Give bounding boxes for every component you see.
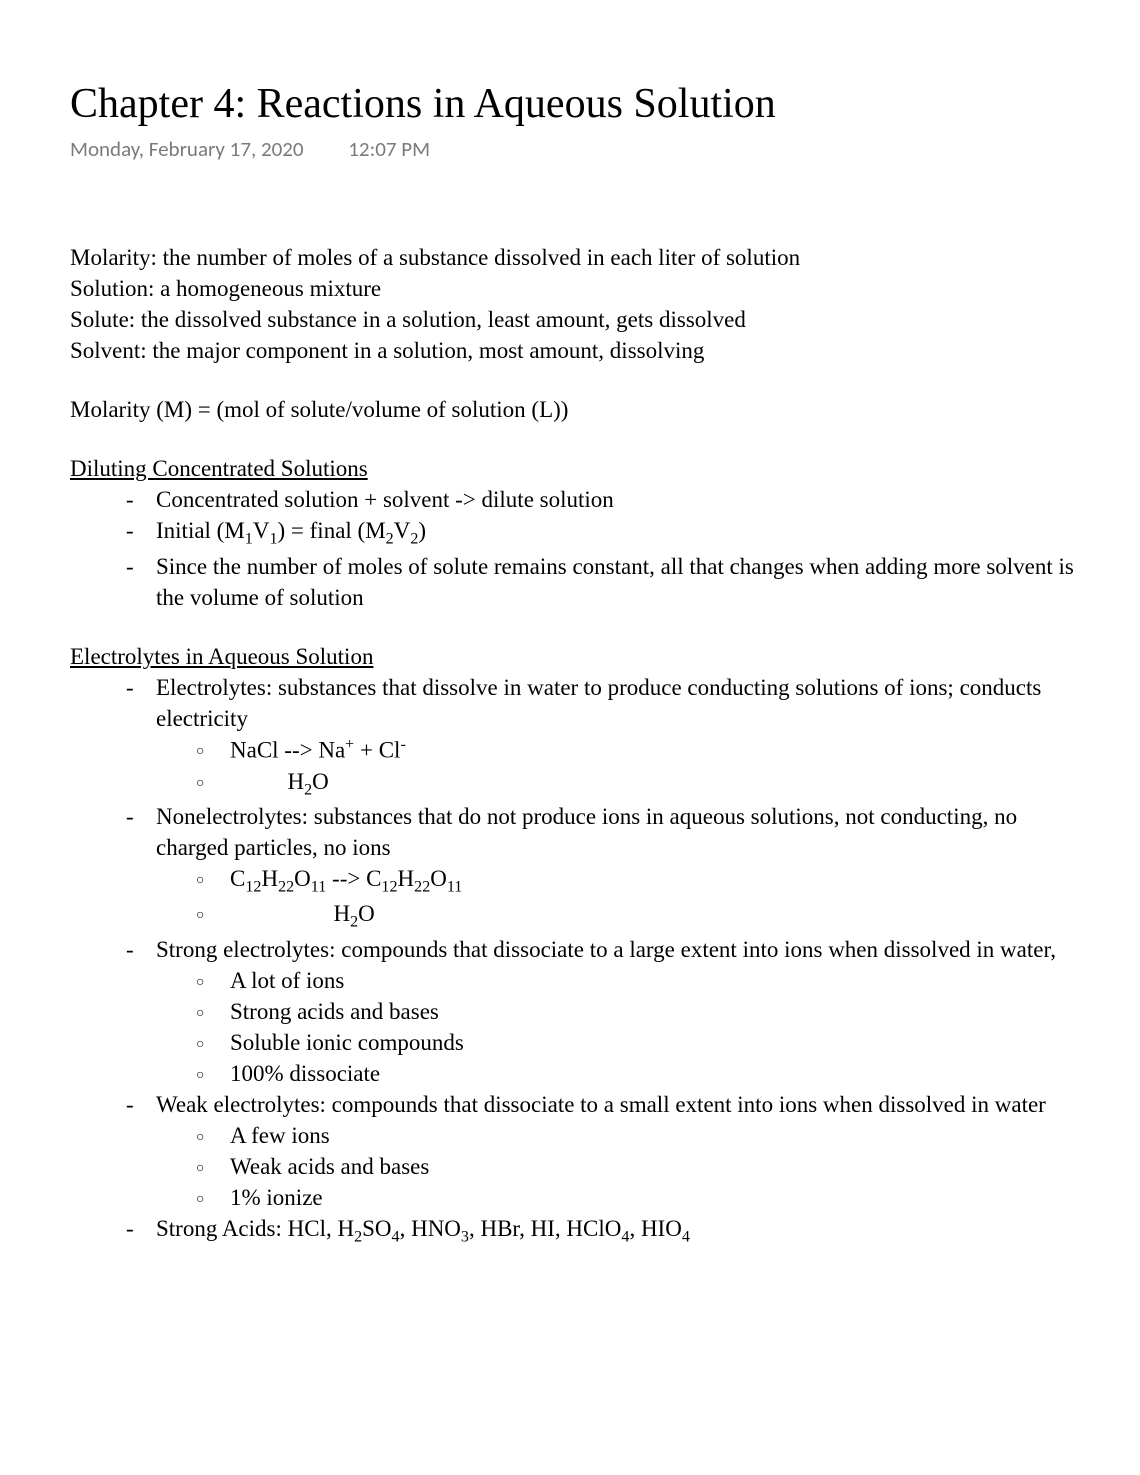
- subscript: 22: [278, 879, 294, 896]
- list-item: 100% dissociate: [196, 1058, 1080, 1089]
- molarity-formula: Molarity (M) = (mol of solute/volume of …: [70, 394, 1080, 425]
- subscript: 2: [354, 1229, 362, 1246]
- subscript: 3: [461, 1229, 469, 1246]
- def-solvent: Solvent: the major component in a soluti…: [70, 335, 1080, 366]
- page-title: Chapter 4: Reactions in Aqueous Solution: [70, 80, 1080, 128]
- text-fragment: --> C: [326, 866, 381, 891]
- superscript: -: [400, 736, 405, 753]
- subscript: 2: [304, 781, 312, 798]
- subscript: 2: [386, 531, 394, 548]
- document-page: Chapter 4: Reactions in Aqueous Solution…: [0, 0, 1140, 1288]
- list-item: H2O: [196, 898, 1080, 933]
- text-fragment: Weak electrolytes: compounds that dissoc…: [156, 1092, 1046, 1117]
- diluting-list: Concentrated solution + solvent -> dilut…: [70, 484, 1080, 612]
- list-item: Initial (M1V1) = final (M2V2): [126, 515, 1080, 550]
- list-item: NaCl --> Na+ + Cl-: [196, 734, 1080, 766]
- subscript: 2: [350, 914, 358, 931]
- text-fragment: O: [430, 866, 447, 891]
- list-item: Strong electrolytes: compounds that diss…: [126, 934, 1080, 1089]
- sub-list: A lot of ions Strong acids and bases Sol…: [156, 965, 1080, 1089]
- def-molarity: Molarity: the number of moles of a subst…: [70, 242, 1080, 273]
- sub-list: C12H22O11 --> C12H22O11 H2O: [156, 863, 1080, 934]
- text-fragment: + Cl: [354, 738, 400, 763]
- text-fragment: Strong Acids: HCl, H: [156, 1216, 354, 1241]
- text-fragment: , HNO: [400, 1216, 461, 1241]
- list-item: A lot of ions: [196, 965, 1080, 996]
- page-meta: Monday, February 17, 2020 12:07 PM: [70, 136, 1080, 162]
- time-text: 12:07 PM: [348, 136, 430, 162]
- text-fragment: Initial (M: [156, 518, 245, 543]
- text-fragment: C: [230, 866, 245, 891]
- list-item: H2O: [196, 766, 1080, 801]
- text-fragment: H: [230, 898, 350, 929]
- text-fragment: NaCl --> Na: [230, 738, 345, 763]
- list-item: C12H22O11 --> C12H22O11: [196, 863, 1080, 898]
- text-fragment: Strong electrolytes: compounds that diss…: [156, 937, 1056, 962]
- list-item: A few ions: [196, 1120, 1080, 1151]
- subscript: 22: [414, 879, 430, 896]
- def-solute: Solute: the dissolved substance in a sol…: [70, 304, 1080, 335]
- superscript: +: [345, 736, 354, 753]
- text-fragment: O: [358, 901, 375, 926]
- date-text: Monday, February 17, 2020: [70, 136, 304, 162]
- text-fragment: V: [394, 518, 411, 543]
- list-item: Weak electrolytes: compounds that dissoc…: [126, 1089, 1080, 1213]
- list-item: Strong Acids: HCl, H2SO4, HNO3, HBr, HI,…: [126, 1213, 1080, 1248]
- list-item: Since the number of moles of solute rema…: [126, 551, 1080, 613]
- subscript: 4: [682, 1229, 690, 1246]
- text-fragment: O: [312, 769, 329, 794]
- text-fragment: V: [253, 518, 270, 543]
- text-fragment: H: [230, 766, 304, 797]
- electrolytes-list: Electrolytes: substances that dissolve i…: [70, 672, 1080, 1249]
- sub-list: A few ions Weak acids and bases 1% ioniz…: [156, 1120, 1080, 1213]
- sub-list: NaCl --> Na+ + Cl- H2O: [156, 734, 1080, 801]
- text-fragment: Nonelectrolytes: substances that do not …: [156, 804, 1017, 860]
- text-fragment: , HBr, HI, HClO: [469, 1216, 621, 1241]
- list-item: Weak acids and bases: [196, 1151, 1080, 1182]
- text-fragment: SO: [362, 1216, 391, 1241]
- list-item: Electrolytes: substances that dissolve i…: [126, 672, 1080, 801]
- text-fragment: Electrolytes: substances that dissolve i…: [156, 675, 1041, 731]
- text-fragment: H: [261, 866, 278, 891]
- subscript: 11: [311, 879, 327, 896]
- subscript: 11: [447, 879, 463, 896]
- list-item: Strong acids and bases: [196, 996, 1080, 1027]
- text-fragment: O: [294, 866, 311, 891]
- text-fragment: H: [398, 866, 415, 891]
- list-item: Concentrated solution + solvent -> dilut…: [126, 484, 1080, 515]
- subscript: 4: [392, 1229, 400, 1246]
- subscript: 12: [381, 879, 397, 896]
- def-solution: Solution: a homogeneous mixture: [70, 273, 1080, 304]
- subscript: 1: [269, 531, 277, 548]
- heading-electrolytes: Electrolytes in Aqueous Solution: [70, 641, 1080, 672]
- subscript: 12: [245, 879, 261, 896]
- subscript: 1: [245, 531, 253, 548]
- document-body: Molarity: the number of moles of a subst…: [70, 242, 1080, 1248]
- text-fragment: ): [418, 518, 426, 543]
- text-fragment: ) = final (M: [278, 518, 386, 543]
- list-item: Soluble ionic compounds: [196, 1027, 1080, 1058]
- text-fragment: , HIO: [629, 1216, 681, 1241]
- list-item: Nonelectrolytes: substances that do not …: [126, 801, 1080, 934]
- list-item: 1% ionize: [196, 1182, 1080, 1213]
- heading-diluting: Diluting Concentrated Solutions: [70, 453, 1080, 484]
